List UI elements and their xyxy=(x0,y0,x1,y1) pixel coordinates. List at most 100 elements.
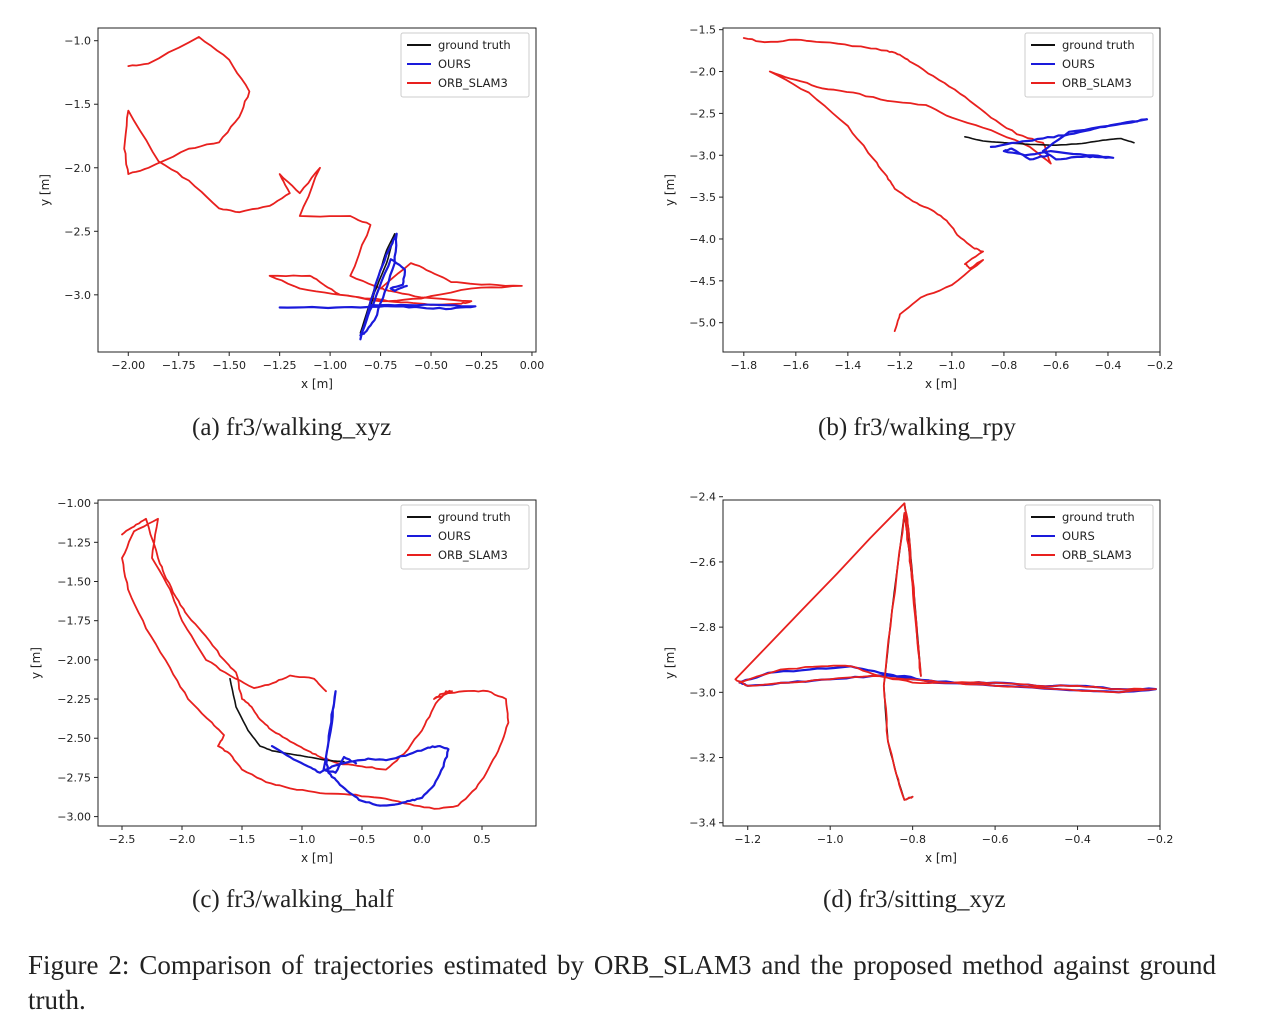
subplot-c: −2.5 −2.0 −1.5 −1.0 −0.5 0.0 0.5 −1.00 −1.25 −1.5… xyxy=(29,497,537,865)
legend: ground truth OURS ORB_SLAM3 xyxy=(1024,32,1154,98)
series-ground-truth-line xyxy=(229,677,345,763)
y-tick-label: −2.4 xyxy=(689,491,716,504)
subplot-b-caption: (b) fr3/walking_rpy xyxy=(818,414,1016,441)
y-tick-label: −4.0 xyxy=(689,233,716,246)
y-axis-label: y [m] xyxy=(663,174,677,206)
subplot-d-caption: (d) fr3/sitting_xyz xyxy=(823,886,1006,913)
legend-label: ORB_SLAM3 xyxy=(1062,76,1132,90)
x-tick-label: −0.50 xyxy=(414,359,448,372)
plot-frame xyxy=(722,499,1161,827)
legend-label: OURS xyxy=(1062,57,1095,71)
x-tick-label: −1.50 xyxy=(212,359,246,372)
subplot-b: −1.8 −1.6 −1.4 −1.2 −1.0 −0.8 −0.6 −0.4 −0.2 −1.5… xyxy=(663,24,1173,391)
subplot-a: −2.00 −1.75 −1.50 −1.25 −1.00 −0.75 −0.50 −0.25… xyxy=(38,27,545,391)
y-tick-label: −1.5 xyxy=(64,98,91,111)
x-tick-label: −0.8 xyxy=(899,833,926,846)
y-tick-label: −3.0 xyxy=(689,686,716,699)
series-orb-slam3-line xyxy=(121,517,510,810)
x-tick-label: −0.8 xyxy=(991,359,1018,372)
y-tick-label: −3.2 xyxy=(689,752,716,765)
x-tick-label: −1.00 xyxy=(313,359,347,372)
series-orb-slam3-line xyxy=(734,502,1157,801)
x-tick-label: −2.00 xyxy=(111,359,145,372)
x-tick-label: −1.75 xyxy=(162,359,196,372)
x-tick-label: −1.6 xyxy=(782,359,809,372)
y-axis-label: y [m] xyxy=(663,647,677,679)
subplot-c-caption: (c) fr3/walking_half xyxy=(192,886,395,913)
y-tick-label: −3.4 xyxy=(689,817,716,830)
y-tick-label: −2.75 xyxy=(57,771,91,784)
y-tick-label: −1.50 xyxy=(57,576,91,589)
legend-label: ground truth xyxy=(438,38,511,52)
x-tick-label: −1.0 xyxy=(939,359,966,372)
x-tick-label: −0.5 xyxy=(349,833,376,846)
y-tick-label: −1.00 xyxy=(57,497,91,510)
subplot-a-caption: (a) fr3/walking_xyz xyxy=(192,414,392,441)
plot-frame xyxy=(97,499,537,827)
y-tick-label: −1.0 xyxy=(64,35,91,48)
subplot-d: −1.2 −1.0 −0.8 −0.6 −0.4 −0.2 −2.4 −2.6 −2.8 −3.0… xyxy=(663,491,1173,865)
series-ours-line xyxy=(738,665,1157,694)
y-tick-label: −2.5 xyxy=(689,107,716,120)
series-ground-truth-line xyxy=(964,136,1135,146)
x-tick-label: −1.5 xyxy=(229,833,256,846)
y-tick-label: −3.0 xyxy=(64,289,91,302)
y-tick-label: −1.25 xyxy=(57,536,91,549)
y-tick-label: −2.50 xyxy=(57,732,91,745)
x-tick-label: 0.0 xyxy=(413,833,431,846)
legend-label: OURS xyxy=(438,529,471,543)
series-ours-line xyxy=(989,118,1149,161)
legend: ground truth OURS ORB_SLAM3 xyxy=(400,32,530,98)
y-tick-label: −2.8 xyxy=(689,621,716,634)
y-tick-label: −3.5 xyxy=(689,191,716,204)
x-axis-label: x [m] xyxy=(301,851,333,865)
legend-box xyxy=(1024,504,1154,570)
legend-label: ground truth xyxy=(1062,38,1135,52)
legend-label: OURS xyxy=(438,57,471,71)
series-ours-line xyxy=(270,690,450,807)
x-axis-label: x [m] xyxy=(925,851,957,865)
x-tick-label: −1.4 xyxy=(834,359,861,372)
x-tick-label: −1.0 xyxy=(289,833,316,846)
legend-label: ORB_SLAM3 xyxy=(438,548,508,562)
x-tick-label: −0.4 xyxy=(1064,833,1091,846)
plot-frame xyxy=(97,27,537,353)
x-tick-label: −0.2 xyxy=(1147,833,1174,846)
y-tick-label: −3.00 xyxy=(57,811,91,824)
y-tick-label: −1.75 xyxy=(57,615,91,628)
y-tick-label: −2.25 xyxy=(57,693,91,706)
x-tick-label: −1.2 xyxy=(734,833,761,846)
y-tick-label: −2.0 xyxy=(64,162,91,175)
series-ground-truth-line xyxy=(883,502,922,801)
legend-label: OURS xyxy=(1062,529,1095,543)
series-orb-slam3-line xyxy=(123,36,523,306)
x-tick-label: 0.5 xyxy=(473,833,491,846)
x-tick-label: −1.8 xyxy=(730,359,757,372)
legend-label: ORB_SLAM3 xyxy=(1062,548,1132,562)
x-tick-label: 0.00 xyxy=(520,359,545,372)
series-ours-line xyxy=(278,232,477,341)
x-tick-label: −0.6 xyxy=(982,833,1009,846)
y-tick-label: −3.0 xyxy=(689,149,716,162)
x-tick-label: −0.75 xyxy=(364,359,398,372)
legend-label: ORB_SLAM3 xyxy=(438,76,508,90)
plot-frame xyxy=(722,27,1161,353)
y-tick-label: −5.0 xyxy=(689,317,716,330)
legend-box xyxy=(400,504,530,570)
y-axis-label: y [m] xyxy=(38,174,52,206)
y-tick-label: −4.5 xyxy=(689,275,716,288)
x-tick-label: −1.25 xyxy=(263,359,297,372)
x-tick-label: −0.6 xyxy=(1043,359,1070,372)
x-tick-label: −0.2 xyxy=(1147,359,1174,372)
x-tick-label: −1.2 xyxy=(887,359,914,372)
x-tick-label: −0.4 xyxy=(1095,359,1122,372)
legend-label: ground truth xyxy=(438,510,511,524)
x-axis-label: x [m] xyxy=(301,377,333,391)
x-tick-label: −2.5 xyxy=(109,833,136,846)
y-tick-label: −1.5 xyxy=(689,24,716,37)
y-tick-label: −2.5 xyxy=(64,225,91,238)
legend: ground truth OURS ORB_SLAM3 xyxy=(400,504,530,570)
series-orb-slam3-line xyxy=(742,37,1052,332)
x-tick-label: −1.0 xyxy=(817,833,844,846)
